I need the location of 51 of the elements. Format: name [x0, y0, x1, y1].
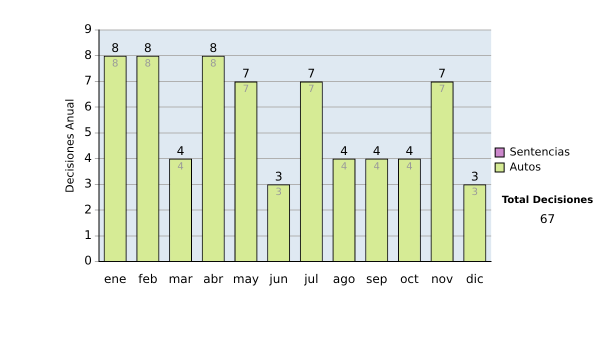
total-label: 7	[438, 66, 446, 81]
x-tick-label: nov	[431, 272, 454, 286]
total-label: 4	[340, 144, 348, 158]
x-tick-label: ene	[104, 272, 126, 286]
x-tick-label: jun	[268, 272, 288, 286]
total-label: 7	[308, 66, 316, 81]
y-tick-label: 8	[84, 48, 92, 62]
data-label: 7	[438, 84, 446, 96]
y-tick-label: 5	[84, 125, 92, 140]
x-tick-label: abr	[203, 272, 224, 286]
data-label: 8	[112, 58, 118, 70]
data-label: 4	[374, 161, 380, 172]
data-label: 8	[210, 58, 216, 70]
y-tick-label: 4	[84, 150, 92, 165]
data-label: 7	[308, 84, 315, 96]
data-label: 7	[242, 84, 250, 96]
y-tick-label: 3	[84, 176, 92, 191]
total-label: 4	[372, 144, 381, 158]
x-tick-label: ago	[332, 272, 356, 286]
total-label: 4	[406, 144, 414, 158]
y-tick-label: 9	[84, 22, 92, 36]
x-tick-label: feb	[138, 272, 158, 286]
total-label: 8	[209, 40, 218, 55]
total-label: 8	[111, 40, 119, 55]
y-axis-title: Decisiones Anual	[63, 98, 76, 193]
data-label: 4	[406, 161, 413, 172]
total-label: 3	[274, 170, 282, 184]
legend-label: Autos	[510, 160, 542, 174]
x-tick-label: oct	[400, 272, 420, 286]
total-label: 7	[242, 66, 250, 81]
x-tick-label: jul	[303, 272, 318, 286]
text: Total Decisiones	[500, 195, 594, 206]
x-tick-label: mar	[168, 272, 193, 286]
x-tick-label: sep	[366, 272, 388, 286]
total-label: 3	[470, 170, 479, 184]
y-tick-label: 7	[84, 74, 92, 88]
y-tick-label: 0	[84, 254, 92, 268]
data-label: 3	[472, 186, 478, 198]
data-label: 3	[275, 186, 282, 198]
text: 67	[538, 212, 556, 226]
y-tick-label: 2	[84, 202, 92, 216]
data-label: 4	[177, 161, 184, 172]
legend-label: Sentencias	[510, 145, 570, 158]
total-label: 4	[176, 144, 184, 158]
data-label: 8	[144, 58, 152, 70]
x-tick-label: dic	[466, 272, 484, 286]
x-tick-label: may	[232, 272, 260, 286]
total-label: 8	[144, 40, 152, 55]
y-tick-label: 1	[84, 228, 92, 242]
data-label: 4	[340, 161, 348, 172]
y-tick-label: 6	[84, 99, 92, 114]
